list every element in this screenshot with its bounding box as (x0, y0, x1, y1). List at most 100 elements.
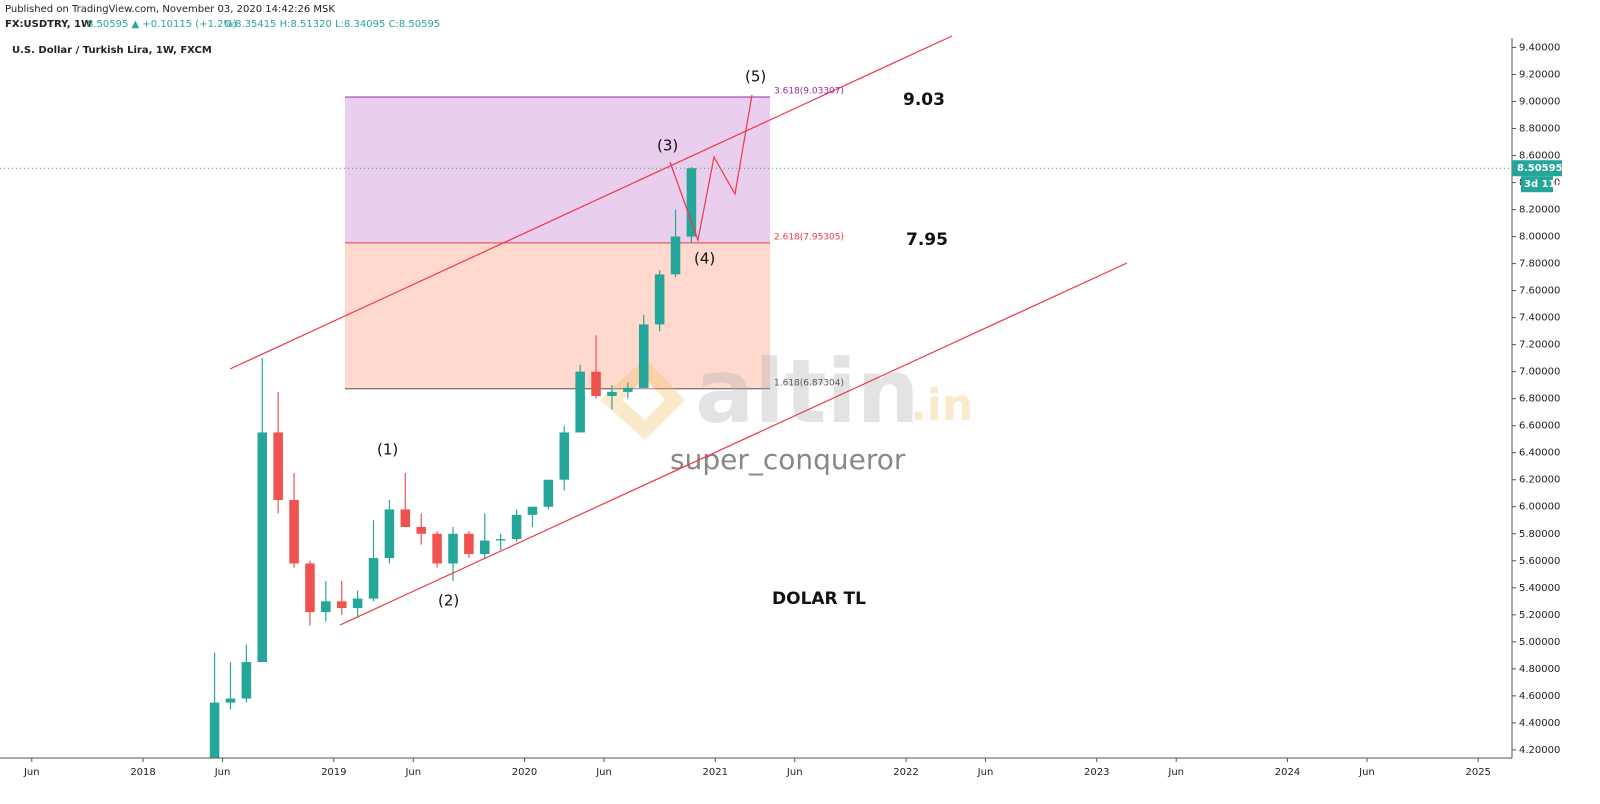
candle-body (448, 533, 458, 564)
candle-body (257, 432, 268, 663)
wave-label: (2) (438, 592, 459, 610)
y-tick-label: 8.80000 (1519, 124, 1560, 135)
x-tick-label: Jun (786, 767, 803, 778)
y-tick-label: 5.00000 (1519, 637, 1560, 648)
candle-body (575, 371, 585, 433)
candle-body (209, 702, 220, 758)
candle-body (638, 324, 649, 388)
y-tick-label: 7.60000 (1519, 286, 1560, 297)
channel-upper (229, 35, 953, 370)
candle-body (495, 539, 506, 541)
last-price-box (1512, 160, 1562, 177)
y-tick-label: 6.40000 (1519, 448, 1560, 459)
y-tick-label: 6.60000 (1519, 421, 1560, 432)
y-tick-label: 5.80000 (1519, 529, 1560, 540)
y-tick-label: 9.00000 (1519, 96, 1560, 107)
x-tick-label: 2021 (703, 767, 728, 778)
fib-zone (345, 242, 770, 389)
last-price-label: 8.50595 (1517, 163, 1563, 174)
note: DOLAR TL (772, 589, 866, 609)
fib-label: 1.618(6.87304) (774, 378, 844, 388)
candle-body (273, 432, 283, 500)
candle-body (623, 387, 633, 392)
candle-body (289, 499, 299, 564)
y-tick-label: 4.60000 (1519, 691, 1560, 702)
candle-body (480, 540, 490, 555)
candle-body (670, 236, 681, 275)
candle-body (464, 533, 474, 555)
x-tick-label: 2023 (1084, 767, 1109, 778)
channel-lower (339, 262, 1128, 626)
y-tick-label: 8.60000 (1519, 151, 1560, 162)
candle-body (527, 506, 538, 515)
candle-body (511, 514, 522, 540)
x-tick-label: 2022 (893, 767, 918, 778)
author: super_conqueror (670, 443, 906, 476)
symbol: FX:USDTRY, 1W (5, 19, 92, 30)
target-label: 7.95 (906, 230, 948, 250)
candle-body (591, 371, 601, 396)
x-tick-label: 2024 (1275, 767, 1300, 778)
candle-body (336, 601, 347, 609)
x-tick-label: 2019 (321, 767, 346, 778)
chart-title: U.S. Dollar / Turkish Lira, 1W, FXCM (12, 45, 212, 56)
x-tick-label: Jun (595, 767, 612, 778)
candle-body (432, 533, 442, 564)
x-tick-label: 2018 (130, 767, 155, 778)
y-tick-label: 8.00000 (1519, 232, 1560, 243)
y-tick-label: 6.80000 (1519, 394, 1560, 405)
wave-label: (1) (377, 441, 398, 459)
candle-body (416, 527, 426, 534)
fib-label: 3.618(9.03307) (774, 87, 844, 97)
y-tick-label: 7.00000 (1519, 367, 1560, 378)
published: Published on TradingView.com, November 0… (5, 4, 335, 15)
logo (600, 358, 685, 440)
y-tick-label: 7.20000 (1519, 340, 1560, 351)
candle-body (241, 662, 252, 699)
y-tick-label: 4.20000 (1519, 745, 1560, 756)
x-tick-label: Jun (1358, 767, 1375, 778)
y-tick-label: 6.20000 (1519, 475, 1560, 486)
y-tick-label: 4.40000 (1519, 718, 1560, 729)
watermark: altin .in (600, 340, 973, 443)
x-tick-label: 2025 (1465, 767, 1490, 778)
candle-body (368, 558, 379, 599)
y-tick-label: 9.20000 (1519, 69, 1560, 80)
countdown: 3d 11h (1524, 179, 1563, 190)
y-tick-label: 5.40000 (1519, 583, 1560, 594)
brand: altin (695, 340, 919, 443)
candle-body (686, 168, 697, 237)
target-label: 9.03 (903, 90, 945, 110)
ohlc: O:8.35415 H:8.51320 L:8.34095 C:8.50595 (224, 19, 440, 30)
candle-body (543, 479, 554, 507)
drawings (229, 35, 1128, 626)
candle-body (352, 598, 363, 609)
fib-zone (345, 97, 770, 243)
x-tick-label: Jun (977, 767, 994, 778)
wave-label: (3) (657, 137, 678, 155)
candle-body (607, 391, 617, 396)
y-tick-label: 7.80000 (1519, 259, 1560, 270)
change: 8.50595 ▲ +0.10115 (+1.2%) (87, 19, 237, 30)
y-tick-label: 4.80000 (1519, 664, 1560, 675)
x-tick-label: Jun (404, 767, 421, 778)
y-tick-label: 9.40000 (1519, 42, 1560, 53)
x-tick-label: 2020 (512, 767, 537, 778)
wave-label: (4) (694, 250, 715, 268)
candle-body (559, 432, 570, 480)
y-tick-label: 6.00000 (1519, 502, 1560, 513)
wave-label: (5) (745, 68, 766, 86)
x-tick-label: Jun (1167, 767, 1184, 778)
logo-inner (622, 378, 665, 420)
x-tick-label: Jun (214, 767, 231, 778)
countdown-box (1521, 176, 1553, 193)
candle-body (400, 509, 411, 528)
y-tick-label: 5.20000 (1519, 610, 1560, 621)
y-tick-label: 7.40000 (1519, 313, 1560, 324)
candle-body (384, 509, 395, 559)
candle-body (321, 601, 331, 613)
wave-projection (669, 94, 753, 243)
candle-body (654, 274, 665, 325)
